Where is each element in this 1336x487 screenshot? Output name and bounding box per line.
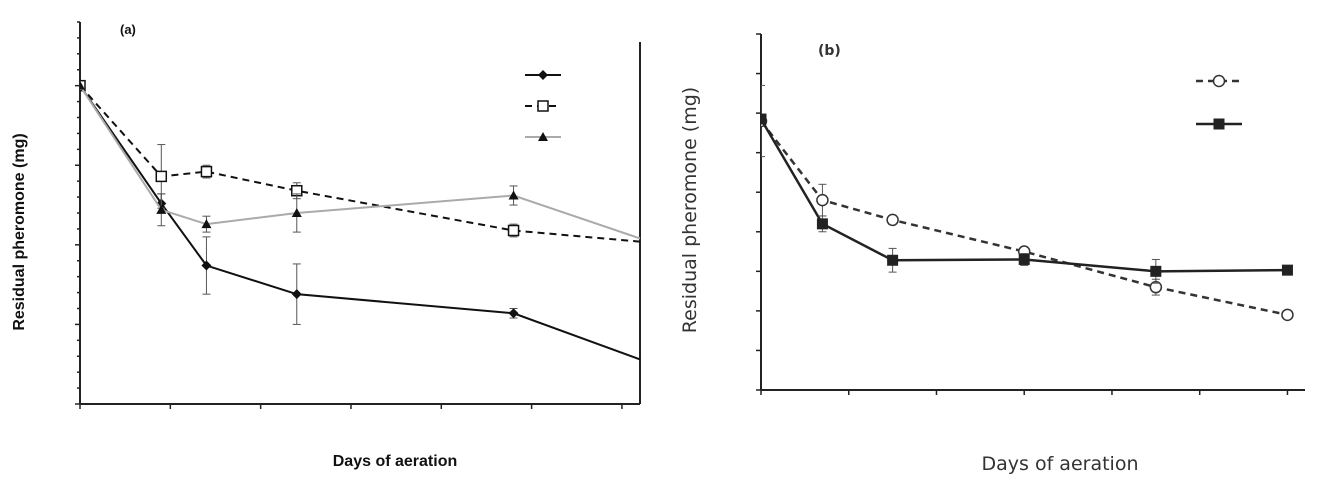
legend-marker xyxy=(1212,74,1226,88)
series-b-1 xyxy=(761,113,1293,284)
chart-panel-b: (b) Days of aeration Residual pheromone … xyxy=(679,33,1305,475)
series-line-a-0 xyxy=(80,85,641,361)
data-point xyxy=(155,170,168,183)
y-axis-label-a: Residual pheromone (mg) xyxy=(11,133,28,330)
data-point xyxy=(1018,253,1030,265)
data-point xyxy=(507,224,520,237)
data-point xyxy=(816,193,829,207)
series-a-2 xyxy=(80,80,641,240)
data-point xyxy=(887,254,899,266)
x-axis-label-a: Days of aeration xyxy=(333,453,457,470)
x-axis-label-b: Days of aeration xyxy=(982,453,1139,475)
data-point xyxy=(816,218,828,230)
data-point xyxy=(200,165,213,178)
data-point xyxy=(80,80,85,90)
legend-marker xyxy=(538,70,548,80)
data-point xyxy=(1281,264,1293,276)
data-point xyxy=(1281,308,1294,322)
legend-marker xyxy=(538,132,548,141)
data-point xyxy=(201,219,212,229)
data-point xyxy=(201,260,212,271)
data-point xyxy=(1150,265,1162,277)
series-b-0 xyxy=(761,84,1294,322)
series-a-0 xyxy=(80,80,641,361)
data-point xyxy=(886,213,899,227)
data-point xyxy=(291,208,302,217)
data-point xyxy=(156,204,167,214)
legend-marker xyxy=(537,100,549,112)
series-line-b-0 xyxy=(761,120,1288,317)
panel-label-a: (a) xyxy=(120,22,136,37)
data-point xyxy=(291,289,302,300)
panel-label-b: (b) xyxy=(818,43,841,59)
series-line-a-1 xyxy=(80,84,641,243)
series-a-1 xyxy=(80,79,641,243)
series-line-a-2 xyxy=(80,85,641,240)
legend-marker xyxy=(1213,118,1225,130)
data-point xyxy=(508,308,519,319)
data-point xyxy=(761,113,767,125)
chart-panel-a: (a) Days of aeration Residual pheromone … xyxy=(11,21,641,470)
series-line-b-1 xyxy=(761,118,1288,273)
y-axis-label-b: Residual pheromone (mg) xyxy=(679,87,701,333)
data-point xyxy=(508,190,519,200)
